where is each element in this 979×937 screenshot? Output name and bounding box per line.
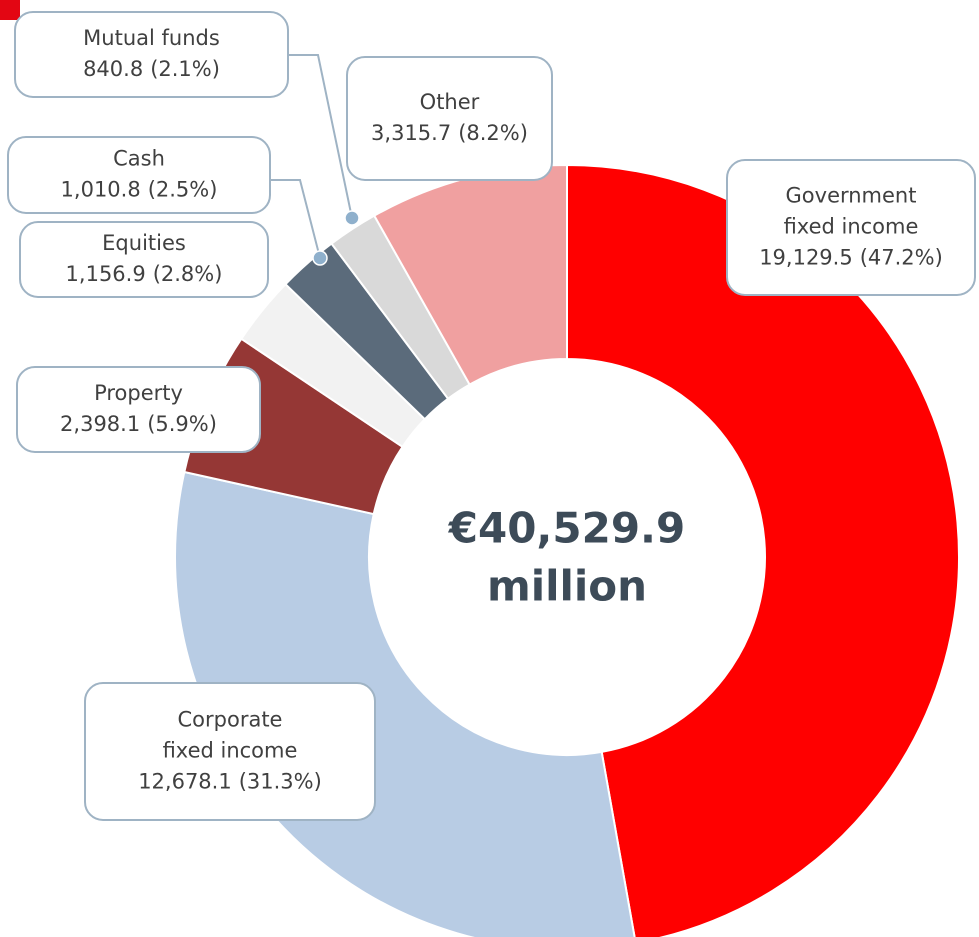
value-label: 840.8 (2.1%): [83, 57, 220, 81]
segment: [566, 163, 960, 937]
center-label: million: [487, 562, 647, 611]
category-label: Corporate fixed income: [163, 708, 298, 763]
value: 1,010.8: [61, 178, 141, 202]
value-label: 2,398.1 (5.9%): [60, 412, 217, 436]
share: (2.1%): [150, 57, 220, 81]
label-box: [346, 56, 553, 181]
labels: €40,529.9 million Government fixed income 19…: [7, 11, 976, 821]
leader-dot: [344, 210, 360, 226]
label-box: [16, 366, 261, 453]
label-box: [7, 136, 271, 214]
label-box: [19, 221, 269, 298]
leader-line: [288, 54, 353, 219]
value: 840.8: [83, 57, 143, 81]
category-label: Other: [420, 90, 480, 114]
label-box: [14, 11, 289, 98]
leader-line: [270, 179, 321, 259]
category-label: Property: [94, 381, 183, 405]
value: 2,398.1: [60, 412, 140, 436]
segment: [372, 163, 568, 386]
share: (47.2%): [860, 246, 943, 270]
share: (5.9%): [147, 412, 217, 436]
category-label: Equities: [102, 231, 186, 255]
value-label: 1,156.9 (2.8%): [66, 262, 223, 286]
label-box: [726, 159, 976, 296]
value-label: 1,010.8 (2.5%): [61, 178, 218, 202]
value: 12,678.1: [138, 770, 232, 794]
category-label: Mutual funds: [83, 26, 220, 50]
center-label: €40,529.9: [448, 504, 685, 553]
value-label: 12,678.1 (31.3%): [138, 770, 322, 794]
category-label: Cash: [113, 147, 165, 171]
category-label: Government fixed income: [784, 184, 919, 239]
share: (2.5%): [148, 178, 218, 202]
label-box: [84, 682, 376, 821]
share: (2.8%): [153, 262, 223, 286]
value: 3,315.7: [371, 121, 451, 145]
value-label: 19,129.5 (47.2%): [759, 246, 943, 270]
share: (31.3%): [239, 770, 322, 794]
leader-dot: [312, 250, 328, 266]
share: (8.2%): [458, 121, 528, 145]
value: 19,129.5: [759, 246, 853, 270]
value-label: 3,315.7 (8.2%): [371, 121, 528, 145]
logo-mark: [0, 0, 20, 20]
value: 1,156.9: [66, 262, 146, 286]
